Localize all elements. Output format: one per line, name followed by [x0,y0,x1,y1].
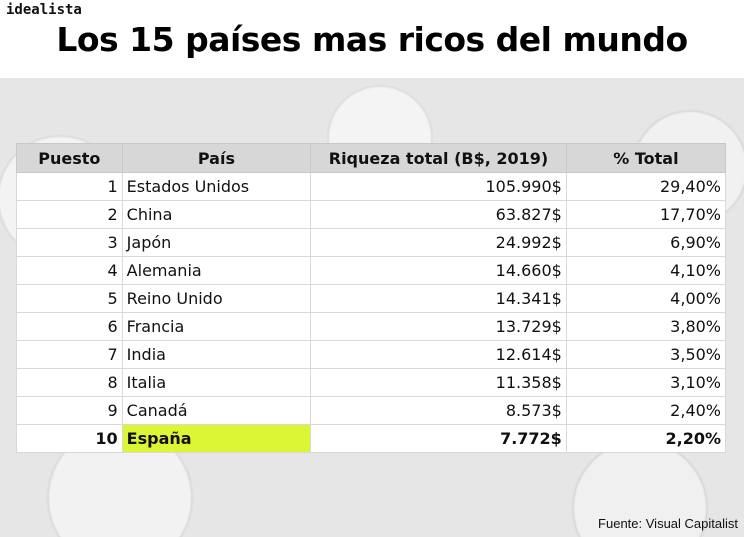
cell-country: India [121,340,312,369]
table-header-row: Puesto País Riqueza total (B$, 2019) % T… [16,143,727,173]
cell-percent: 29,40% [565,172,727,201]
header-wealth: Riqueza total (B$, 2019) [310,143,567,173]
table-row: 7 India 12.614$ 3,50% [16,340,727,369]
header: idealista Los 15 países mas ricos del mu… [0,0,744,78]
cell-percent: 2,40% [565,396,727,425]
table-row-highlighted: 10 España 7.772$ 2,20% [16,424,727,453]
header-percent: % Total [565,143,727,173]
cell-wealth: 14.341$ [310,284,567,313]
cell-wealth: 12.614$ [310,340,567,369]
cell-wealth: 13.729$ [310,312,567,341]
cell-percent: 17,70% [565,200,727,229]
cell-rank: 3 [16,228,123,257]
table-row: 8 Italia 11.358$ 3,10% [16,368,727,397]
cell-wealth: 105.990$ [310,172,567,201]
header-country: País [121,143,312,173]
cell-percent: 3,80% [565,312,727,341]
header-rank: Puesto [16,143,123,173]
cell-wealth: 14.660$ [310,256,567,285]
cell-rank: 4 [16,256,123,285]
table-row: 6 Francia 13.729$ 3,80% [16,312,727,341]
table-row: 3 Japón 24.992$ 6,90% [16,228,727,257]
page-title: Los 15 países mas ricos del mundo [56,20,688,59]
cell-percent: 4,00% [565,284,727,313]
cell-percent: 3,50% [565,340,727,369]
idealista-logo: idealista [6,2,82,18]
cell-rank: 5 [16,284,123,313]
cell-country: Canadá [121,396,312,425]
source-caption: Fuente: Visual Capitalist [598,516,738,531]
wealth-ranking-table: Puesto País Riqueza total (B$, 2019) % T… [16,143,727,453]
cell-wealth: 11.358$ [310,368,567,397]
table-row: 4 Alemania 14.660$ 4,10% [16,256,727,285]
cell-country-highlighted: España [121,424,312,453]
cell-country: Reino Unido [121,284,312,313]
cell-country: Alemania [121,256,312,285]
cell-percent: 3,10% [565,368,727,397]
cell-rank: 8 [16,368,123,397]
cell-country: Italia [121,368,312,397]
table-row: 2 China 63.827$ 17,70% [16,200,727,229]
cell-percent: 2,20% [565,424,727,453]
cell-percent: 6,90% [565,228,727,257]
cell-wealth: 24.992$ [310,228,567,257]
cell-wealth: 63.827$ [310,200,567,229]
cell-wealth: 7.772$ [310,424,567,453]
cell-country: China [121,200,312,229]
cell-rank: 1 [16,172,123,201]
cell-rank: 9 [16,396,123,425]
cell-country: Francia [121,312,312,341]
cell-rank: 2 [16,200,123,229]
cell-wealth: 8.573$ [310,396,567,425]
cell-rank: 7 [16,340,123,369]
cell-country: Estados Unidos [121,172,312,201]
table-row: 5 Reino Unido 14.341$ 4,00% [16,284,727,313]
cell-country: Japón [121,228,312,257]
table-row: 1 Estados Unidos 105.990$ 29,40% [16,172,727,201]
cell-percent: 4,10% [565,256,727,285]
cell-rank: 6 [16,312,123,341]
table-row: 9 Canadá 8.573$ 2,40% [16,396,727,425]
cell-rank: 10 [16,424,123,453]
